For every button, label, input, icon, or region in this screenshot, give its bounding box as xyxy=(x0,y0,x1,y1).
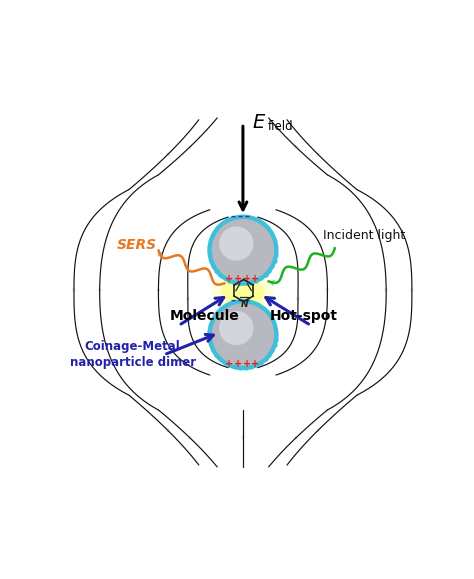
Text: +: + xyxy=(251,358,259,369)
Text: +: + xyxy=(243,274,251,284)
Text: +: + xyxy=(225,358,233,369)
Text: SERS: SERS xyxy=(116,237,156,252)
Text: –: – xyxy=(245,296,250,306)
Text: –: – xyxy=(230,296,235,306)
Text: +: + xyxy=(234,358,242,369)
Text: Coinage-Metal
nanoparticle dimer: Coinage-Metal nanoparticle dimer xyxy=(70,340,196,369)
Text: +: + xyxy=(243,358,251,369)
Text: –: – xyxy=(237,212,243,222)
Text: N: N xyxy=(241,300,248,309)
Text: Incident light: Incident light xyxy=(323,229,405,242)
Circle shape xyxy=(207,299,279,371)
Ellipse shape xyxy=(221,278,265,306)
Text: field: field xyxy=(267,120,293,133)
Text: +: + xyxy=(225,274,233,284)
Circle shape xyxy=(212,303,274,366)
Text: +: + xyxy=(251,274,259,284)
Text: $E$: $E$ xyxy=(252,113,266,132)
Text: –: – xyxy=(237,296,243,306)
Circle shape xyxy=(219,226,254,261)
Circle shape xyxy=(212,219,274,281)
Circle shape xyxy=(219,311,254,345)
Circle shape xyxy=(207,214,279,286)
Text: +: + xyxy=(234,274,242,284)
Text: Hot-spot: Hot-spot xyxy=(270,309,337,323)
Text: Molecule: Molecule xyxy=(170,309,239,323)
Text: –: – xyxy=(245,212,250,222)
Text: –: – xyxy=(230,212,235,222)
Ellipse shape xyxy=(212,273,274,312)
